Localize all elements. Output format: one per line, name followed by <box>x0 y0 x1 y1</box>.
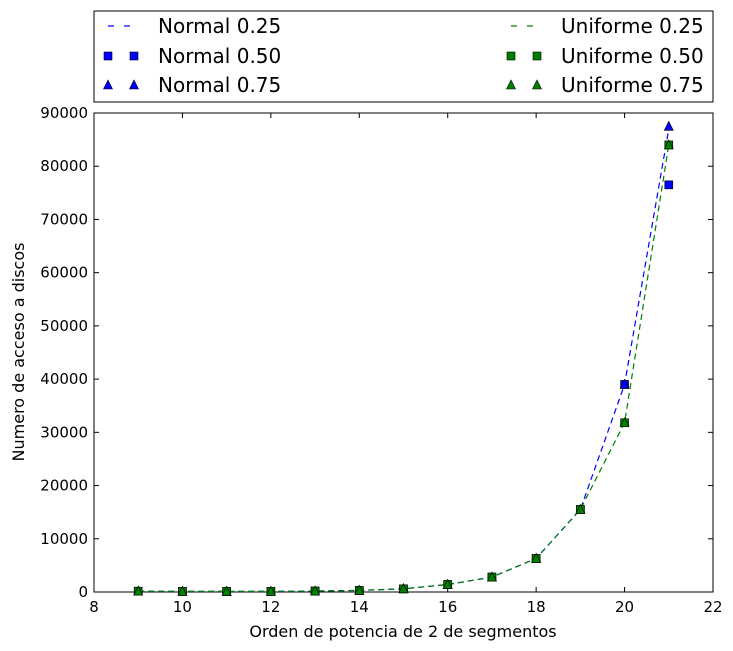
square-marker <box>506 51 516 61</box>
x-tick-label: 18 <box>527 598 546 616</box>
legend-label: Normal 0.25 <box>158 14 281 38</box>
triangle-marker <box>133 585 144 596</box>
legend-label: Uniforme 0.50 <box>561 44 704 68</box>
triangle-marker <box>310 585 321 596</box>
triangle-marker <box>177 585 188 596</box>
triangle-marker <box>619 378 630 389</box>
legend-label: Uniforme 0.75 <box>561 73 704 97</box>
legend-label: Normal 0.50 <box>158 44 281 68</box>
legend-entry: Uniforme 0.75 <box>506 73 704 97</box>
legend-label: Uniforme 0.25 <box>561 14 704 38</box>
triangle-marker <box>129 79 139 90</box>
y-tick-label: 0 <box>78 583 88 601</box>
triangle-marker <box>486 571 497 582</box>
y-tick-label: 60000 <box>40 264 88 282</box>
x-tick-label: 20 <box>615 598 634 616</box>
y-tick-label: 70000 <box>40 210 88 228</box>
x-axis-label: Orden de potencia de 2 de segmentos <box>249 622 556 641</box>
triangle-marker <box>506 79 516 90</box>
y-tick-label: 80000 <box>40 157 88 175</box>
legend-entry: Normal 0.25 <box>108 14 281 38</box>
triangle-marker <box>575 503 586 514</box>
x-tick-label: 14 <box>350 598 369 616</box>
triangle-marker <box>221 585 232 596</box>
y-tick-label: 30000 <box>40 423 88 441</box>
legend-entry: Uniforme 0.50 <box>506 44 704 68</box>
y-tick-label: 90000 <box>40 104 88 122</box>
triangle-marker <box>398 583 409 594</box>
series-markers <box>133 120 674 596</box>
legend-entry: Uniforme 0.25 <box>511 14 704 38</box>
triangle-marker <box>103 79 113 90</box>
legend-entry: Normal 0.75 <box>103 73 281 97</box>
y-tick-label: 40000 <box>40 370 88 388</box>
axis-ticks: 8 10 12 14 16 18 20 22 0 10000 20000 30000 40000 5000… <box>40 104 722 616</box>
square-marker <box>664 180 674 190</box>
triangle-marker <box>619 417 630 428</box>
y-axis-label: Numero de acceso a discos <box>9 243 28 462</box>
y-tick-label: 10000 <box>40 530 88 548</box>
triangle-marker <box>663 139 674 150</box>
x-tick-label: 8 <box>89 598 99 616</box>
legend: Normal 0.25 Normal 0.50 Normal 0.75 Uniform… <box>103 14 704 97</box>
triangle-marker <box>265 585 276 596</box>
square-marker <box>103 51 113 61</box>
x-tick-label: 16 <box>438 598 457 616</box>
y-tick-label: 50000 <box>40 317 88 335</box>
x-tick-label: 12 <box>261 598 280 616</box>
legend-box <box>93 10 714 103</box>
legend-label: Normal 0.75 <box>158 73 281 97</box>
triangle-marker <box>442 578 453 589</box>
triangle-marker <box>531 552 542 563</box>
square-marker <box>129 51 139 61</box>
triangle-marker <box>354 584 365 595</box>
y-tick-label: 20000 <box>40 477 88 495</box>
x-tick-label: 22 <box>703 598 722 616</box>
x-tick-label: 10 <box>173 598 192 616</box>
triangle-marker <box>663 120 674 131</box>
plot-frame <box>93 112 714 593</box>
triangle-marker <box>532 79 542 90</box>
square-marker <box>532 51 542 61</box>
legend-entry: Normal 0.50 <box>103 44 281 68</box>
